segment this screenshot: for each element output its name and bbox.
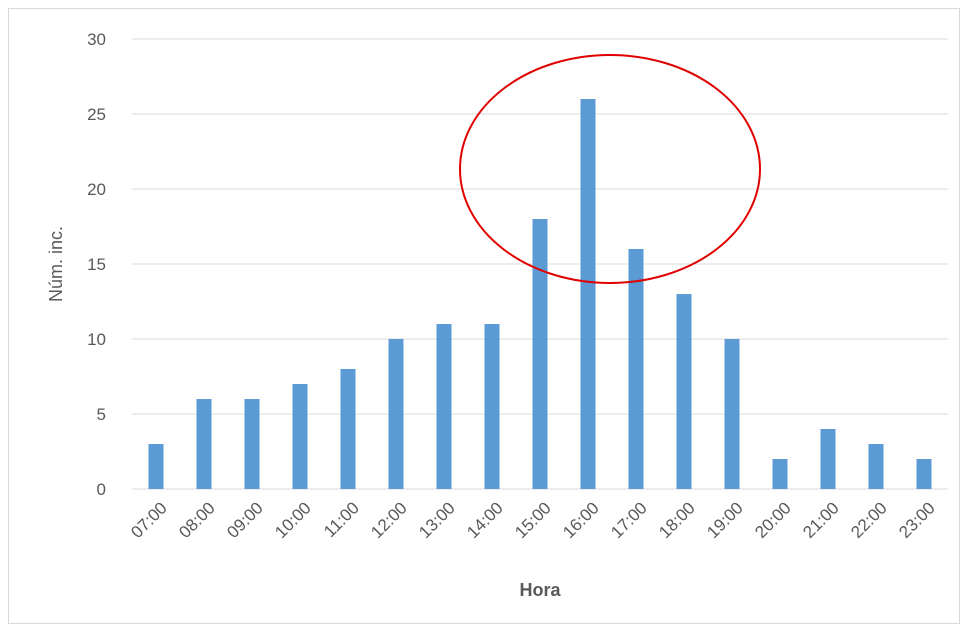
x-tick-label: 15:00 <box>511 498 555 542</box>
x-tick-label: 16:00 <box>559 498 603 542</box>
x-tick-label: 13:00 <box>415 498 459 542</box>
bar-1200 <box>388 339 404 489</box>
x-tick-label: 23:00 <box>895 498 939 542</box>
bar-1000 <box>292 384 308 489</box>
bar-1500 <box>532 219 548 489</box>
bar-1700 <box>628 249 644 489</box>
bar-1100 <box>340 369 356 489</box>
x-tick-label: 11:00 <box>320 498 363 541</box>
x-tick-label: 09:00 <box>223 498 267 542</box>
x-axis-title: Hora <box>519 580 561 600</box>
y-tick-label: 15 <box>87 255 106 274</box>
bar-0700 <box>148 444 164 489</box>
x-tick-label: 08:00 <box>175 498 219 542</box>
y-tick-label: 25 <box>87 105 106 124</box>
x-tick-label: 22:00 <box>847 498 891 542</box>
y-tick-label: 0 <box>97 480 106 499</box>
x-tick-label: 07:00 <box>127 498 171 542</box>
y-tick-label: 30 <box>87 30 106 49</box>
bar-1400 <box>484 324 500 489</box>
bars <box>148 99 932 489</box>
y-tick-labels: 0 5 10 15 20 25 30 <box>87 30 106 499</box>
x-tick-label: 18:00 <box>655 498 699 542</box>
annotations <box>459 54 761 284</box>
bar-0900 <box>244 399 260 489</box>
x-tick-label: 19:00 <box>703 498 747 542</box>
bar-1800 <box>676 294 692 489</box>
x-tick-label: 17:00 <box>607 498 651 542</box>
bar-2300 <box>916 459 932 489</box>
y-axis-title: Núm. inc. <box>46 226 66 302</box>
bar-2000 <box>772 459 788 489</box>
x-tick-label: 20:00 <box>751 498 795 542</box>
bar-2200 <box>868 444 884 489</box>
bar-1300 <box>436 324 452 489</box>
x-tick-label: 10:00 <box>271 498 315 542</box>
bar-chart: 0 5 10 15 20 25 30 07:00 08:00 09:00 10:00 11:00 12… <box>46 30 948 600</box>
chart-frame: 0 5 10 15 20 25 30 07:00 08:00 09:00 10:00 11:00 12… <box>8 8 960 624</box>
x-tick-labels: 07:00 08:00 09:00 10:00 11:00 12:00 13:00 14:00… <box>127 498 939 542</box>
bar-2100 <box>820 429 836 489</box>
bar-1900 <box>724 339 740 489</box>
x-tick-label: 12:00 <box>367 498 411 542</box>
x-tick-label: 14:00 <box>463 498 507 542</box>
y-tick-label: 10 <box>87 330 106 349</box>
y-tick-label: 5 <box>97 405 106 424</box>
bar-1600 <box>580 99 596 489</box>
y-tick-label: 20 <box>87 180 106 199</box>
x-tick-label: 21:00 <box>799 498 843 542</box>
highlight-ellipse <box>459 54 761 284</box>
bar-0800 <box>196 399 212 489</box>
